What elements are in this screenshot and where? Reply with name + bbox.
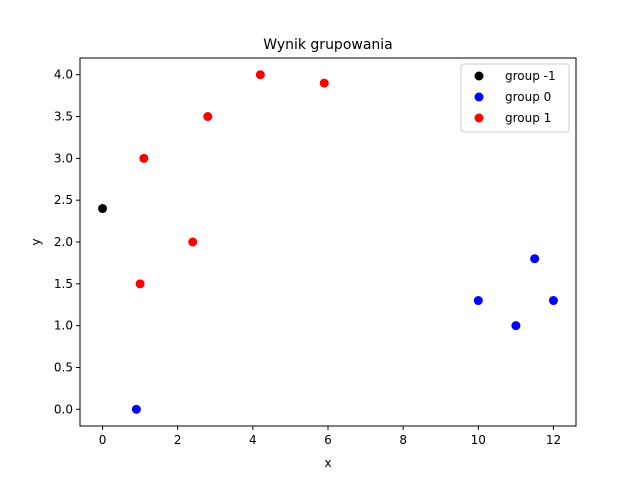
data-point <box>255 70 265 80</box>
data-point <box>473 296 483 306</box>
x-tick-label: 4 <box>249 433 257 447</box>
data-point <box>139 153 149 163</box>
legend: group -1 group 0 group 1 <box>460 63 570 133</box>
y-axis-label: y <box>29 238 43 245</box>
legend-marker <box>474 71 484 81</box>
data-point <box>530 254 540 264</box>
y-tick-label: 2.0 <box>54 235 73 249</box>
x-tick-label: 6 <box>324 433 332 447</box>
x-tick-label: 10 <box>471 433 486 447</box>
y-tick-label: 4.0 <box>54 68 73 82</box>
legend-box <box>460 63 570 133</box>
data-point <box>511 321 521 331</box>
y-tick-label: 3.0 <box>54 151 73 165</box>
x-tick-label: 0 <box>99 433 107 447</box>
data-point <box>319 78 329 88</box>
x-tick-label: 8 <box>399 433 407 447</box>
data-point <box>203 112 213 122</box>
x-axis-label: x <box>324 456 331 470</box>
data-points <box>98 70 558 414</box>
x-tick-label: 2 <box>174 433 182 447</box>
chart-title: Wynik grupowania <box>263 37 393 53</box>
data-point <box>98 204 108 214</box>
legend-marker <box>474 92 484 102</box>
x-tick-label: 12 <box>546 433 561 447</box>
y-tick-label: 1.5 <box>54 277 73 291</box>
y-tick-label: 3.5 <box>54 110 73 124</box>
x-axis-ticks: 0 2 4 6 8 10 12 <box>99 426 561 447</box>
y-tick-label: 0.0 <box>54 402 73 416</box>
legend-label: group 0 <box>505 90 551 104</box>
legend-label: group 1 <box>505 111 551 125</box>
data-point <box>131 404 141 414</box>
legend-label: group -1 <box>505 69 556 83</box>
data-point <box>188 237 198 247</box>
y-tick-label: 2.5 <box>54 193 73 207</box>
y-axis-ticks: 0.0 0.5 1.0 1.5 2.0 2.5 3.0 3.5 4.0 <box>54 68 80 416</box>
data-point <box>135 279 145 289</box>
data-point <box>548 296 558 306</box>
y-tick-label: 1.0 <box>54 319 73 333</box>
y-tick-label: 0.5 <box>54 360 73 374</box>
legend-marker <box>474 113 484 123</box>
